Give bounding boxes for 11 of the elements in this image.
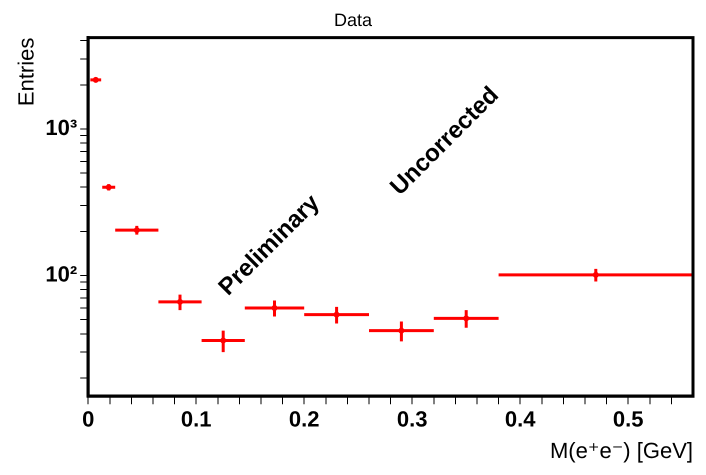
x-tick-label: 0.1 xyxy=(180,406,212,432)
y-axis-title: Entries xyxy=(13,38,38,106)
x-tick-label: 0.4 xyxy=(504,406,536,432)
chart-title: Data xyxy=(334,10,373,30)
x-tick-label: 0 xyxy=(82,406,94,432)
x-tick-label: 0.2 xyxy=(288,406,320,432)
x-axis-title: M(e⁺e⁻) [GeV] xyxy=(550,438,693,463)
x-tick-label: 0.3 xyxy=(396,406,428,432)
x-tick-label: 0.5 xyxy=(612,406,644,432)
y-tick-label: 10² xyxy=(45,262,78,287)
y-tick-label: 10³ xyxy=(45,114,78,140)
